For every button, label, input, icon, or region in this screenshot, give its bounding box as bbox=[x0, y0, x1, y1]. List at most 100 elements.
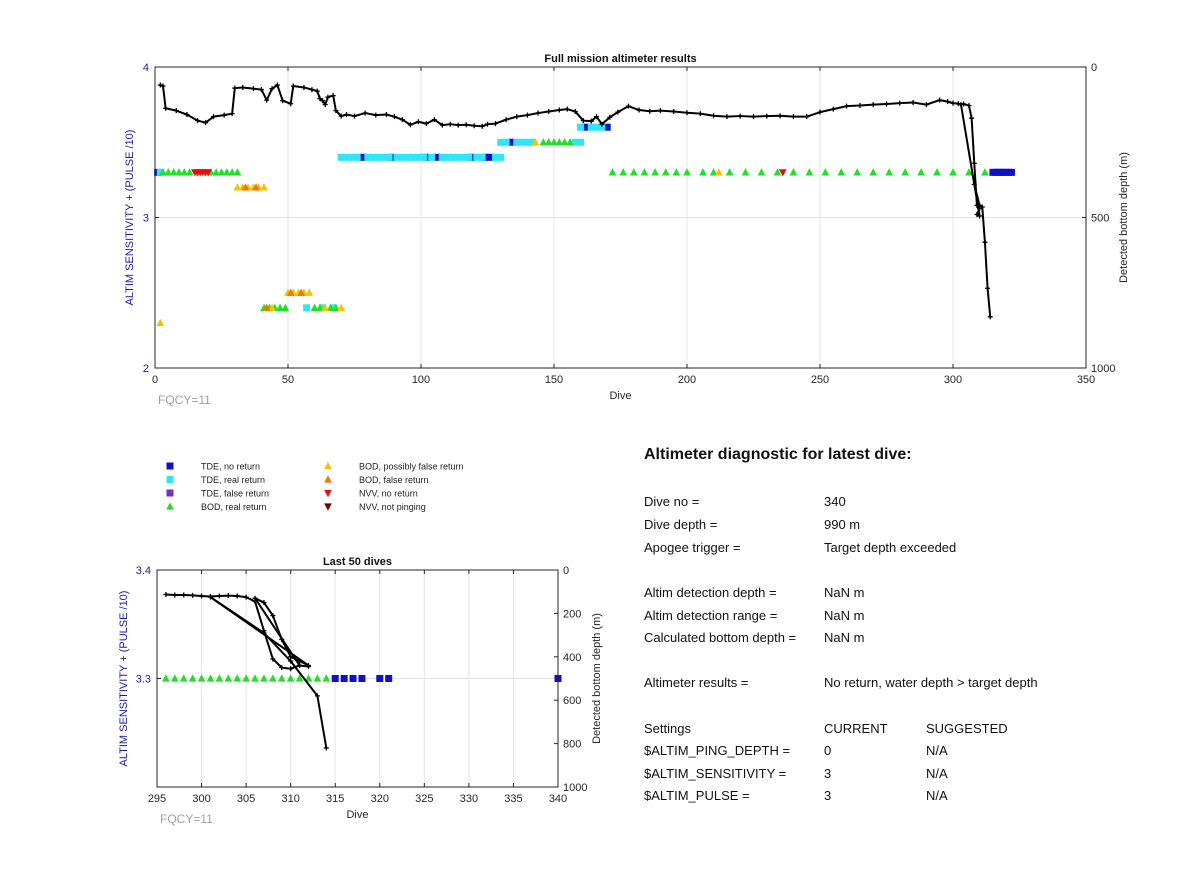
full-mission-point bbox=[672, 168, 681, 176]
last-50-depth-point bbox=[314, 693, 320, 699]
last-50-depth-point bbox=[243, 594, 249, 600]
last-50-depth-point bbox=[181, 592, 187, 598]
full-mission-depth-point bbox=[923, 102, 929, 108]
last-50-annotation: FQCY=11 bbox=[160, 812, 213, 826]
setting-suggested: N/A bbox=[926, 766, 948, 781]
full-mission-depth-point bbox=[971, 181, 977, 187]
full-mission-depth-point bbox=[985, 285, 991, 291]
full-mission-point bbox=[560, 138, 569, 146]
full-mission-point bbox=[640, 168, 649, 176]
full-mission-point bbox=[715, 168, 723, 176]
legend-marker bbox=[324, 489, 332, 498]
last-50-point bbox=[349, 675, 357, 682]
last-50-xlabel: Dive bbox=[346, 809, 368, 821]
full-mission-series-6 bbox=[191, 169, 787, 177]
full-mission-depth-point bbox=[317, 96, 323, 102]
last-50-depth-point bbox=[172, 592, 178, 598]
full-mission-point bbox=[321, 303, 330, 311]
full-mission-point bbox=[709, 168, 718, 176]
full-mission-point bbox=[465, 153, 473, 161]
full-mission-point bbox=[821, 168, 830, 176]
full-mission-point bbox=[502, 138, 510, 146]
full-mission-y2tick-label: 1000 bbox=[1091, 363, 1115, 375]
full-mission-point bbox=[233, 183, 242, 191]
full-mission-point bbox=[319, 304, 327, 312]
full-mission-depth-point bbox=[982, 239, 988, 245]
full-mission-point bbox=[478, 153, 486, 161]
last-50-xtick-label: 325 bbox=[415, 793, 433, 805]
full-mission-depth-point bbox=[503, 117, 509, 123]
full-mission-point bbox=[337, 153, 345, 161]
full-mission-point bbox=[587, 123, 595, 131]
last-50-point bbox=[179, 674, 188, 682]
full-mission-depth-point bbox=[211, 114, 217, 120]
full-mission-depth-point bbox=[160, 83, 166, 89]
full-mission-point bbox=[577, 123, 585, 131]
last-50-ytick-label: 3.3 bbox=[136, 674, 151, 686]
last-50-ylabel: ALTIM SENSITIVITY + (PULSE /10) bbox=[118, 591, 130, 767]
full-mission-depth-point bbox=[479, 123, 485, 129]
full-mission-depth-point bbox=[777, 113, 783, 119]
full-mission-point bbox=[757, 168, 766, 176]
dive-no-value: 340 bbox=[824, 494, 846, 509]
setting-current: 3 bbox=[824, 766, 832, 781]
full-mission-depth-point bbox=[817, 109, 823, 115]
results-label: Altimeter results = bbox=[644, 675, 749, 690]
legend-label: TDE, no return bbox=[201, 462, 260, 472]
full-mission-xtick-label: 300 bbox=[944, 374, 962, 386]
legend-label: NVV, no return bbox=[359, 489, 418, 499]
legend-label: NVV, not pinging bbox=[359, 502, 426, 512]
full-mission-point bbox=[523, 138, 531, 146]
legend-marker bbox=[166, 502, 174, 510]
full-mission-depth-point bbox=[737, 113, 743, 119]
full-mission-depth-point bbox=[173, 108, 179, 114]
setting-suggested: N/A bbox=[926, 743, 948, 758]
full-mission-point bbox=[582, 123, 590, 131]
det-range-value: NaN m bbox=[824, 608, 865, 623]
full-mission-depth-point bbox=[309, 87, 315, 93]
last-50-point bbox=[376, 675, 384, 682]
full-mission-series-1 bbox=[156, 123, 606, 312]
full-mission-point bbox=[917, 168, 925, 176]
full-mission-depth-point bbox=[455, 122, 461, 128]
full-mission-point bbox=[404, 153, 412, 161]
full-mission-point bbox=[348, 153, 356, 161]
full-mission-depth-point bbox=[844, 103, 850, 109]
full-mission-y2tick-label: 0 bbox=[1091, 62, 1097, 74]
full-mission-point bbox=[303, 304, 311, 312]
full-mission-depth-point bbox=[751, 114, 756, 120]
full-mission-point bbox=[310, 303, 319, 311]
last-50-point bbox=[277, 674, 286, 682]
last-50-point bbox=[197, 674, 206, 682]
full-mission-point bbox=[212, 168, 221, 176]
legend: TDE, no return TDE, real return TDE, false… bbox=[166, 461, 464, 512]
full-mission-point bbox=[268, 303, 276, 311]
results-value: No return, water depth > target depth bbox=[824, 675, 1038, 690]
full-mission-point bbox=[725, 168, 734, 176]
setting-current: 0 bbox=[824, 743, 832, 758]
full-mission-point bbox=[164, 168, 173, 176]
full-mission-xlabel: Dive bbox=[609, 390, 631, 402]
last-50-dives-chart: 295 300 305 310 315 320 325 330 335 340 3.3 3.4 0 200… bbox=[118, 556, 603, 826]
full-mission-depth-point bbox=[325, 94, 331, 100]
full-mission-depth-point bbox=[711, 113, 717, 119]
full-mission-xtick-label: 150 bbox=[545, 374, 563, 386]
full-mission-depth-point bbox=[955, 101, 961, 107]
last-50-point bbox=[188, 674, 197, 682]
full-mission-depth-point bbox=[431, 117, 437, 123]
full-mission-point bbox=[281, 303, 290, 311]
full-mission-point bbox=[369, 153, 377, 161]
full-mission-depth-point bbox=[987, 314, 993, 320]
full-mission-depth-point bbox=[910, 100, 916, 106]
full-mission-depth-point bbox=[599, 121, 605, 127]
full-mission-depth-line bbox=[159, 84, 992, 317]
last-50-series-0 bbox=[162, 674, 331, 682]
full-mission-depth-point bbox=[974, 211, 980, 217]
det-range-label: Altim detection range = bbox=[644, 608, 778, 623]
legend-marker bbox=[324, 461, 332, 470]
full-mission-point bbox=[428, 153, 436, 161]
full-mission-depth-point bbox=[399, 117, 405, 123]
full-mission-depth-point bbox=[352, 113, 357, 119]
full-mission-depth-point bbox=[615, 109, 621, 115]
full-mission-depth-point bbox=[884, 101, 889, 107]
